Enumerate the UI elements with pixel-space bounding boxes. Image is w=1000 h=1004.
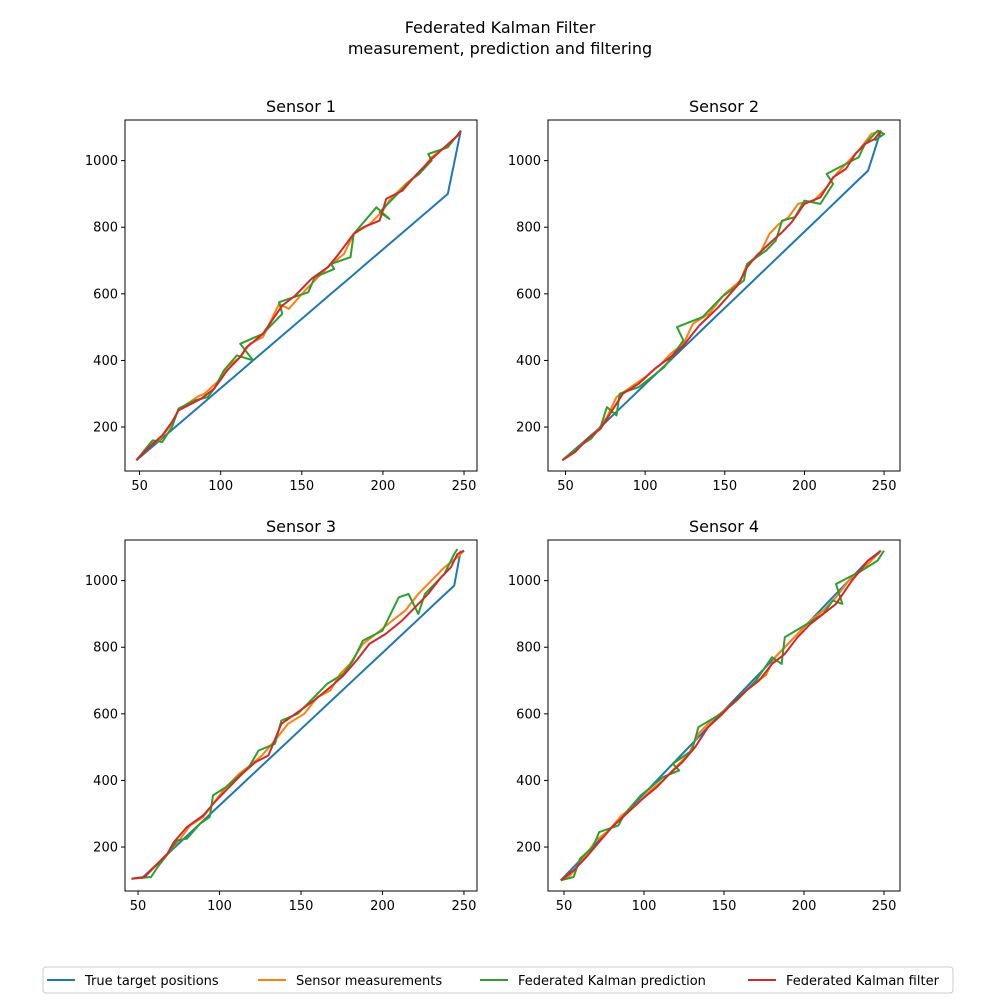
y-tick-label: 1000 xyxy=(85,154,118,169)
y-tick-label: 800 xyxy=(93,221,118,236)
subplot-sensor-3: Sensor 3 50 100 150 200 250 200 400 600 800 1000 xyxy=(85,517,478,914)
series-line-sensor-measurements xyxy=(131,549,465,880)
plot-area-sensor-1 xyxy=(135,130,462,462)
legend-label-kalman-filter: Federated Kalman filter xyxy=(786,974,940,989)
x-tick-label: 100 xyxy=(632,899,657,914)
y-tick-label: 1000 xyxy=(508,154,541,169)
y-tick-label: 400 xyxy=(516,774,541,789)
x-tick-label: 250 xyxy=(452,899,477,914)
series-line-true-target-positions xyxy=(135,130,462,462)
subplot-title-sensor-3: Sensor 3 xyxy=(266,517,336,536)
plot-area-sensor-3 xyxy=(131,548,465,880)
x-tick-label: 50 xyxy=(556,899,573,914)
y-tick-label: 600 xyxy=(93,707,118,722)
legend-label-true-positions: True target positions xyxy=(84,974,219,989)
subplot-title-sensor-4: Sensor 4 xyxy=(689,517,759,536)
x-tick-label: 200 xyxy=(371,479,396,494)
subplot-sensor-1: Sensor 1 50 100 150 200 250 200 400 600 800 1000 xyxy=(85,97,478,494)
series-line-federated-kalman-filter xyxy=(561,130,882,462)
x-tick-label: 250 xyxy=(452,479,477,494)
subplot-title-sensor-1: Sensor 1 xyxy=(266,97,336,116)
y-tick-label: 600 xyxy=(93,287,118,302)
legend-label-sensor-measurements: Sensor measurements xyxy=(296,974,442,989)
x-tick-label: 50 xyxy=(131,479,148,494)
y-tick-label: 200 xyxy=(93,841,118,856)
subplot-title-sensor-2: Sensor 2 xyxy=(689,97,759,116)
x-tick-label: 50 xyxy=(557,479,574,494)
legend-entry-true-positions: True target positions xyxy=(47,974,219,989)
y-tick-label: 1000 xyxy=(85,574,118,589)
legend-entry-sensor-measurements: Sensor measurements xyxy=(258,974,442,989)
y-tick-label: 200 xyxy=(516,841,541,856)
x-tick-label: 150 xyxy=(289,479,314,494)
y-tick-label: 200 xyxy=(516,421,541,436)
legend-label-kalman-prediction: Federated Kalman prediction xyxy=(518,974,706,989)
series-line-federated-kalman-filter xyxy=(560,550,882,882)
x-tick-label: 100 xyxy=(208,479,233,494)
legend-entry-kalman-filter: Federated Kalman filter xyxy=(748,974,940,989)
figure-title-line2: measurement, prediction and filtering xyxy=(348,39,652,58)
x-tick-label: 150 xyxy=(289,899,314,914)
subplot-grid: Sensor 150 100 150 200 2502004006008001000Se… xyxy=(85,97,901,914)
x-tick-label: 150 xyxy=(712,899,737,914)
subplot-sensor-4: Sensor 4 50 100 150 200 250 200 400 600 800 1000 xyxy=(508,517,901,914)
x-tick-label: 150 xyxy=(712,479,737,494)
y-tick-label: 800 xyxy=(93,641,118,656)
legend-entry-kalman-prediction: Federated Kalman prediction xyxy=(480,974,706,989)
y-tick-label: 1000 xyxy=(508,574,541,589)
x-tick-label: 50 xyxy=(130,899,147,914)
series-line-federated-kalman-filter xyxy=(135,130,462,461)
plot-area-sensor-4 xyxy=(560,549,885,882)
axes-frame-sensor-2 xyxy=(547,119,901,472)
y-tick-label: 400 xyxy=(516,354,541,369)
x-tick-label: 200 xyxy=(370,899,395,914)
x-tick-label: 250 xyxy=(872,479,897,494)
y-tick-label: 200 xyxy=(93,421,118,436)
y-tick-label: 400 xyxy=(93,774,118,789)
x-tick-label: 100 xyxy=(633,479,658,494)
y-tick-label: 800 xyxy=(516,641,541,656)
figure-title-line1: Federated Kalman Filter xyxy=(405,18,596,37)
y-tick-label: 400 xyxy=(93,354,118,369)
legend: True target positions Sensor measurement… xyxy=(42,966,954,994)
subplot-sensor-2: Sensor 2 50 100 150 200 250 200 400 600 800 1000 xyxy=(508,97,901,494)
y-tick-label: 600 xyxy=(516,287,541,302)
x-tick-label: 100 xyxy=(207,899,232,914)
x-tick-label: 200 xyxy=(792,479,817,494)
y-tick-label: 600 xyxy=(516,707,541,722)
axes-frame-sensor-1 xyxy=(124,119,478,472)
plot-area-sensor-2 xyxy=(561,129,886,462)
x-tick-label: 250 xyxy=(872,899,897,914)
series-line-federated-kalman-filter xyxy=(131,549,465,880)
x-tick-label: 200 xyxy=(792,899,817,914)
y-tick-label: 800 xyxy=(516,221,541,236)
